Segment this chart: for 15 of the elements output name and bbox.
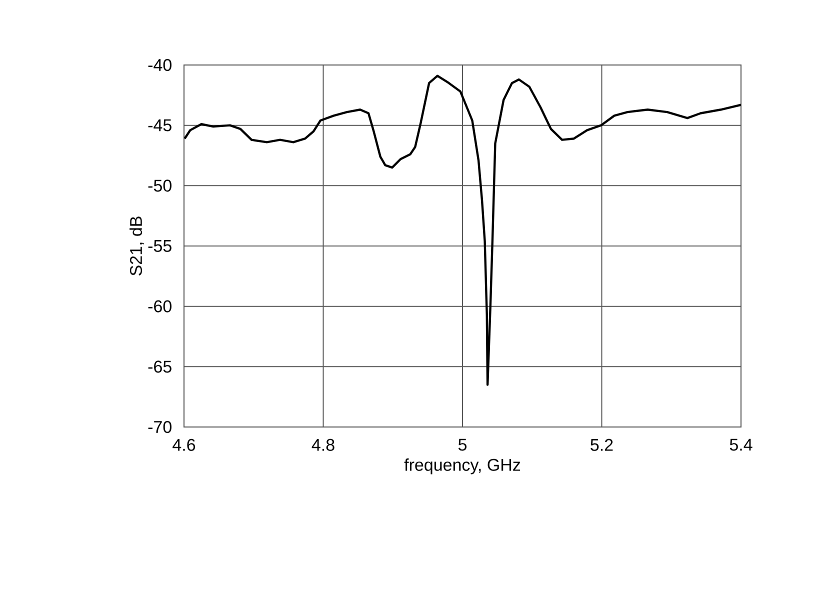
x-axis-title: frequency, GHz <box>404 458 520 474</box>
y-tick-label: -60 <box>148 300 172 312</box>
y-tick-label: -50 <box>148 180 172 192</box>
x-tick-label: 4.6 <box>172 438 196 451</box>
y-tick-label: -70 <box>148 420 172 434</box>
line-series <box>184 74 741 386</box>
x-tick-label: 4.8 <box>312 438 334 451</box>
y-tick-label: -55 <box>148 240 172 252</box>
x-tick-label: 5.4 <box>730 438 752 451</box>
x-tick-label: 5.2 <box>590 438 613 451</box>
y-tick-label: -65 <box>148 360 172 373</box>
y-axis-title: S21, dB <box>130 216 144 276</box>
x-tick-label: 5 <box>458 438 467 451</box>
y-tick-label: -40 <box>148 58 172 72</box>
y-tick-label: -45 <box>148 119 172 132</box>
